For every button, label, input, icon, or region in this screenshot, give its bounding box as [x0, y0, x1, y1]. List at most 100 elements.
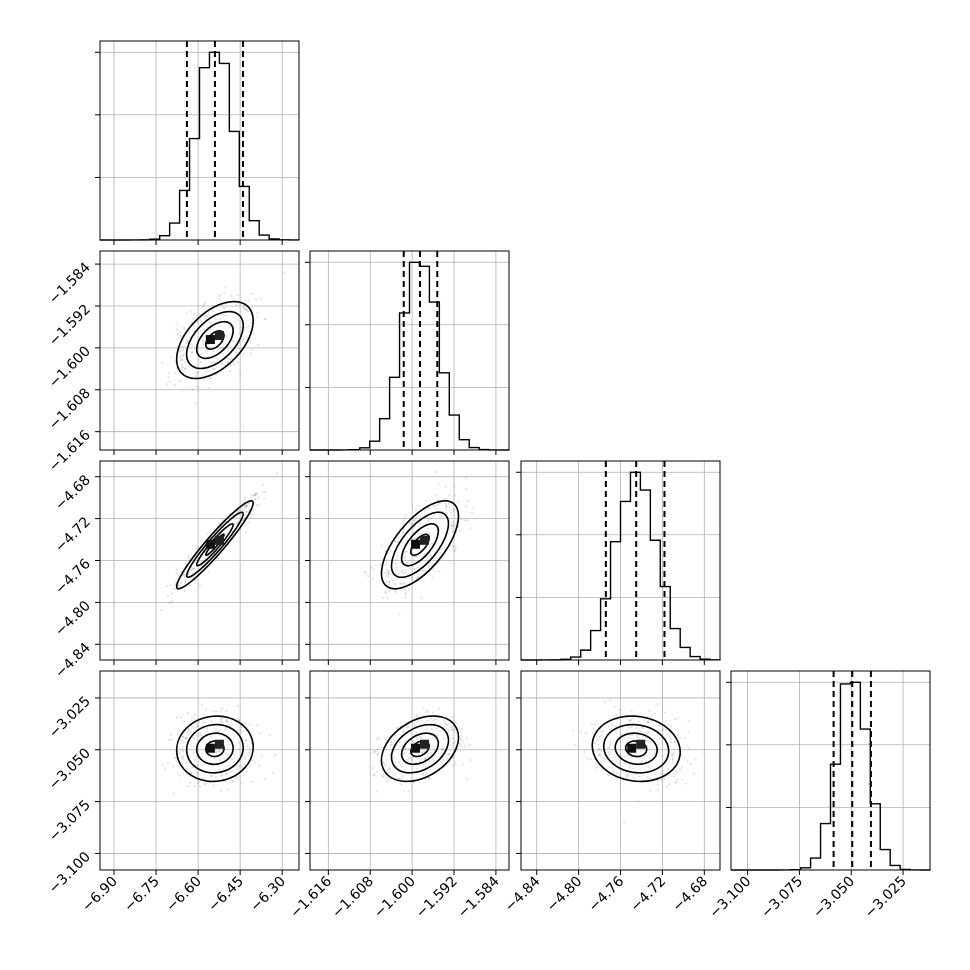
- scatter-point: [638, 775, 641, 778]
- scatter-point: [235, 767, 238, 771]
- scatter-point: [393, 582, 396, 585]
- scatter-point: [401, 775, 404, 778]
- scatter-point: [399, 745, 402, 748]
- scatter-point: [244, 308, 247, 311]
- scatter-point: [219, 717, 222, 721]
- scatter-point: [673, 752, 676, 755]
- hist-panel-1: [305, 250, 510, 451]
- scatter-point: [387, 767, 390, 770]
- scatter-point: [238, 303, 241, 306]
- scatter-point: [210, 774, 213, 778]
- y-tick-label-2-0: −4.84: [52, 640, 94, 682]
- scatter-point: [243, 497, 246, 500]
- scatter-point: [630, 725, 633, 729]
- scatter-point: [244, 504, 247, 507]
- scatter-point: [599, 753, 602, 756]
- scatter-point: [443, 497, 446, 500]
- scatter-point: [689, 762, 693, 765]
- scatter-point: [629, 733, 632, 737]
- scatter-point: [242, 352, 245, 355]
- scatter-point: [401, 731, 404, 734]
- scatter-point: [182, 388, 185, 391]
- scatter-point: [240, 731, 243, 735]
- scatter-point: [166, 584, 169, 588]
- scatter-point: [244, 524, 247, 527]
- scatter-point: [185, 736, 188, 740]
- scatter-point: [680, 766, 684, 769]
- scatter-point: [199, 318, 202, 321]
- scatter-point: [194, 722, 197, 725]
- scatter-point: [599, 734, 602, 737]
- scatter-point: [226, 361, 229, 364]
- scatter-point: [386, 780, 389, 783]
- contour-level-1-0-1: [185, 310, 244, 370]
- scatter-point: [198, 734, 201, 737]
- scatter-point: [195, 772, 198, 775]
- scatter-point: [441, 747, 444, 750]
- scatter-point: [629, 719, 632, 722]
- scatter-point: [246, 309, 249, 312]
- scatter-point: [197, 358, 200, 361]
- scatter-point: [239, 373, 242, 376]
- scatter-point: [212, 350, 215, 353]
- scatter-point: [180, 741, 183, 745]
- scatter-point: [197, 371, 200, 374]
- scatter-point: [636, 736, 639, 739]
- scatter-point: [453, 494, 456, 497]
- scatter-point: [219, 294, 222, 297]
- scatter-point: [226, 718, 229, 721]
- scatter-point: [403, 571, 406, 574]
- scatter-point: [228, 358, 231, 361]
- scatter-point: [246, 510, 249, 514]
- scatter-point: [212, 710, 215, 713]
- scatter-point: [385, 596, 389, 599]
- scatter-point: [237, 777, 240, 781]
- scatter-point: [175, 760, 178, 763]
- scatter-point: [238, 719, 241, 722]
- scatter-point: [214, 776, 217, 779]
- contour-level-2-1-2: [400, 523, 440, 567]
- scatter-point: [677, 717, 680, 720]
- scatter-point: [398, 771, 401, 774]
- scatter-point: [420, 514, 423, 517]
- x-tick-label-3-3: −3.025: [862, 874, 910, 922]
- scatter-point: [220, 362, 223, 365]
- hist-grid-3: [731, 671, 930, 870]
- scatter-point: [594, 723, 597, 726]
- scatter-point: [208, 321, 211, 324]
- scatter-point: [209, 328, 212, 331]
- scatter-point: [367, 575, 370, 578]
- scatter-point: [406, 550, 409, 553]
- scatter-point: [656, 703, 659, 706]
- scatter-point: [191, 576, 194, 579]
- scatter-point: [398, 573, 401, 576]
- scatter-point: [237, 719, 240, 722]
- scatter-point: [646, 776, 649, 779]
- scatter-point: [415, 715, 418, 718]
- scatter-point: [671, 753, 674, 756]
- contour-level-2-1-0: [380, 499, 460, 590]
- panel-grid-1-0: [100, 251, 299, 450]
- scatter-point: [417, 720, 420, 723]
- scatter-point: [250, 742, 253, 745]
- scatter-point: [421, 569, 424, 572]
- scatter-point: [459, 734, 462, 738]
- scatter-point: [247, 521, 250, 524]
- scatter-point: [207, 386, 211, 389]
- scatter-point: [183, 575, 187, 578]
- scatter-point: [451, 715, 455, 719]
- scatter-point: [656, 780, 659, 783]
- scatter-point: [244, 307, 247, 310]
- scatter-point: [240, 729, 243, 732]
- scatter-point: [635, 734, 638, 738]
- scatter-point: [387, 575, 390, 578]
- scatter-point: [203, 339, 206, 343]
- scatter-point: [685, 782, 688, 785]
- scatter-point: [172, 792, 175, 795]
- scatter-point: [427, 519, 430, 522]
- scatter-point: [181, 345, 184, 348]
- scatter-point: [235, 511, 238, 514]
- scatter-point: [457, 500, 460, 503]
- scatter-point: [404, 550, 407, 554]
- scatter-point: [230, 770, 234, 773]
